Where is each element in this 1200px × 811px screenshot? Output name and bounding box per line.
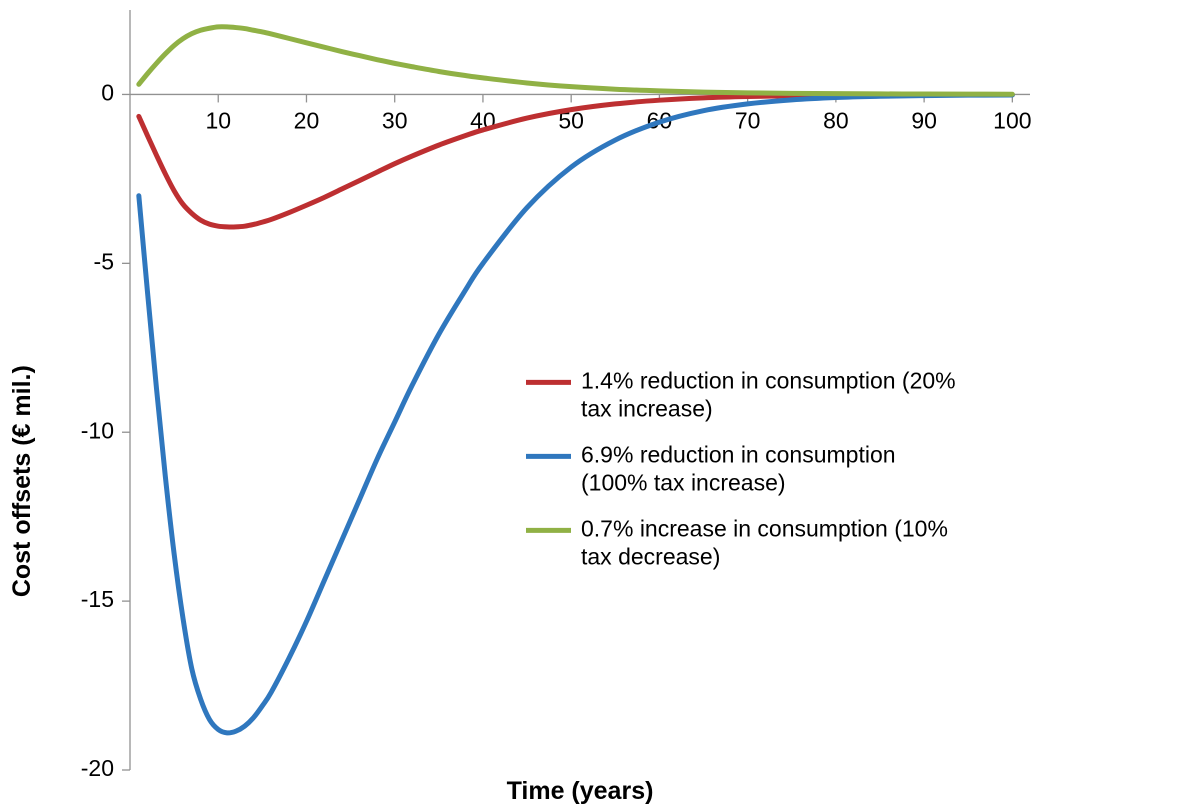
y-tick-label: -20 [81,755,114,781]
y-tick-label: -15 [81,586,114,612]
x-tick-label: 90 [911,107,937,133]
series-line-s100 [139,95,1013,733]
series-line-sdec [139,27,1013,94]
x-tick-label: 70 [735,107,761,133]
y-tick-label: -10 [81,417,114,443]
legend-label-sdec: 0.7% increase in consumption (10% [581,515,948,541]
x-tick-label: 20 [294,107,320,133]
legend-label-s100: (100% tax increase) [581,469,786,495]
x-tick-label: 80 [823,107,849,133]
legend-label-s100: 6.9% reduction in consumption [581,441,896,467]
legend-label-sdec: tax decrease) [581,543,720,569]
legend-label-s20: 1.4% reduction in consumption (20% [581,367,956,393]
y-axis-label: Cost offsets (€ mil.) [8,365,36,597]
cost-offsets-chart: 0-5-10-15-201020304050607080901001.4% re… [0,0,1200,811]
chart-svg: 0-5-10-15-201020304050607080901001.4% re… [0,0,1200,811]
legend-label-s20: tax increase) [581,395,713,421]
x-tick-label: 30 [382,107,408,133]
y-tick-label: 0 [101,80,114,106]
y-tick-label: -5 [94,248,114,274]
x-tick-label: 10 [205,107,231,133]
x-axis-label: Time (years) [507,777,654,805]
x-tick-label: 100 [993,107,1031,133]
